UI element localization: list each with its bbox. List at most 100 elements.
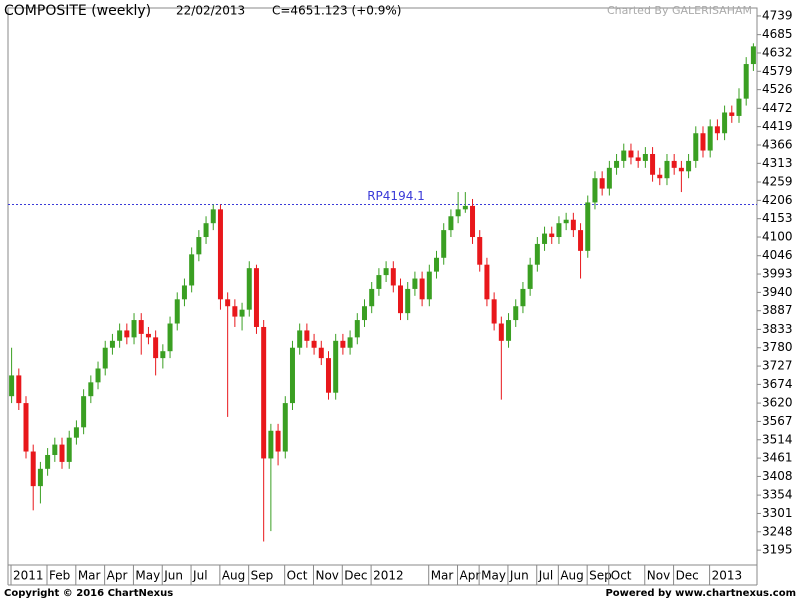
- candle-body: [700, 133, 706, 151]
- candle-body: [325, 358, 331, 393]
- y-tick-label: 4100: [762, 230, 793, 244]
- candle-body: [131, 320, 137, 338]
- y-tick-label: 4685: [762, 27, 793, 41]
- x-tick-label: Oct: [611, 569, 632, 583]
- x-tick-label: Mar: [431, 569, 454, 583]
- candle-body: [470, 205, 476, 238]
- candle-body: [556, 223, 562, 238]
- candle-body: [304, 330, 310, 341]
- candle-body: [268, 430, 274, 459]
- candle-body: [167, 323, 173, 352]
- candle-body: [578, 230, 584, 251]
- candle-body: [484, 264, 490, 300]
- candle-body: [333, 340, 339, 393]
- candle-body: [73, 427, 79, 438]
- x-tick-label: Apr: [107, 569, 128, 583]
- x-tick-label: 2011: [13, 569, 44, 583]
- candle-body: [109, 340, 115, 348]
- candle-body: [261, 326, 267, 459]
- y-tick-label: 4313: [762, 156, 793, 170]
- x-tick-label: Jul: [192, 569, 207, 583]
- chart-title: COMPOSITE (weekly): [4, 3, 151, 19]
- candle-body: [239, 309, 245, 317]
- candle-body: [369, 288, 375, 307]
- candle-body: [419, 278, 425, 300]
- candle-body: [412, 278, 418, 289]
- candle-body: [563, 219, 569, 224]
- candle-body: [592, 178, 598, 203]
- x-tick-label: Apr: [460, 569, 481, 583]
- x-tick-label: Jul: [538, 569, 553, 583]
- candle-body: [174, 299, 180, 324]
- candle-body: [462, 205, 468, 210]
- candle-body: [347, 337, 353, 348]
- x-tick-label: Jun: [509, 569, 529, 583]
- x-tick-label: May: [135, 569, 160, 583]
- candle-body: [707, 126, 713, 151]
- y-tick-label: 4579: [762, 64, 793, 78]
- candle-body: [736, 98, 742, 116]
- candle-body: [534, 243, 540, 265]
- credit: Charted By GALERISAHAM: [607, 4, 752, 17]
- x-tick-label: 2012: [373, 569, 404, 583]
- candle-body: [81, 396, 87, 428]
- x-tick-label: Jun: [163, 569, 183, 583]
- x-tick-label: Mar: [78, 569, 101, 583]
- y-tick-label: 3248: [762, 524, 793, 538]
- candle-body: [117, 330, 123, 341]
- candle-body: [297, 330, 303, 348]
- candle-body: [743, 64, 749, 99]
- powered-by: Powered by www.chartnexus.com: [605, 588, 796, 599]
- candle-body: [642, 153, 648, 161]
- candle-body: [520, 288, 526, 307]
- candle-body: [196, 237, 202, 255]
- candle-body: [318, 347, 324, 359]
- candle-body: [30, 451, 36, 487]
- candle-body: [549, 233, 555, 238]
- y-tick-label: 4206: [762, 193, 793, 207]
- candle-body: [138, 320, 144, 334]
- candle-body: [599, 178, 605, 189]
- candle-body: [95, 368, 101, 383]
- x-tick-label: 2013: [712, 569, 743, 583]
- y-tick-label: 3461: [762, 451, 793, 465]
- candle-body: [203, 223, 209, 238]
- candle-body: [434, 257, 440, 272]
- x-tick-label: Nov: [647, 569, 670, 583]
- copyright: Copyright © 2016 ChartNexus: [4, 588, 173, 599]
- candle-body: [650, 153, 656, 175]
- candle-body: [722, 112, 728, 134]
- candle-body: [45, 454, 51, 469]
- candle-body: [398, 285, 404, 314]
- candle-body: [585, 202, 591, 251]
- y-tick-label: 4419: [762, 119, 793, 133]
- x-tick-label: Aug: [222, 569, 245, 583]
- candle-body: [210, 209, 216, 224]
- candle-body: [311, 340, 317, 348]
- candle-body: [282, 403, 288, 452]
- y-tick-label: 4739: [762, 8, 793, 22]
- close-label: C=4651.123 (+0.9%): [272, 4, 401, 18]
- y-tick-label: 3408: [762, 469, 793, 483]
- x-tick-label: Aug: [560, 569, 583, 583]
- candle-body: [376, 275, 382, 289]
- x-tick-label: Dec: [676, 569, 699, 583]
- candle-body: [678, 167, 684, 172]
- y-tick-label: 4153: [762, 211, 793, 225]
- candle-body: [441, 230, 447, 258]
- candle-body: [88, 382, 94, 397]
- y-tick-label: 4632: [762, 45, 793, 59]
- y-tick-label: 3301: [762, 506, 793, 520]
- x-tick-label: Sep: [251, 569, 274, 583]
- candle-body: [361, 306, 367, 321]
- plot-frame: [7, 7, 758, 566]
- x-tick-label: Feb: [49, 569, 70, 583]
- x-tick-label: Nov: [315, 569, 338, 583]
- candle-body: [542, 233, 548, 244]
- candle-body: [66, 437, 72, 462]
- y-tick-label: 3993: [762, 267, 793, 281]
- y-tick-label: 3567: [762, 414, 793, 428]
- candle-body: [513, 306, 519, 321]
- candle-body: [275, 430, 281, 452]
